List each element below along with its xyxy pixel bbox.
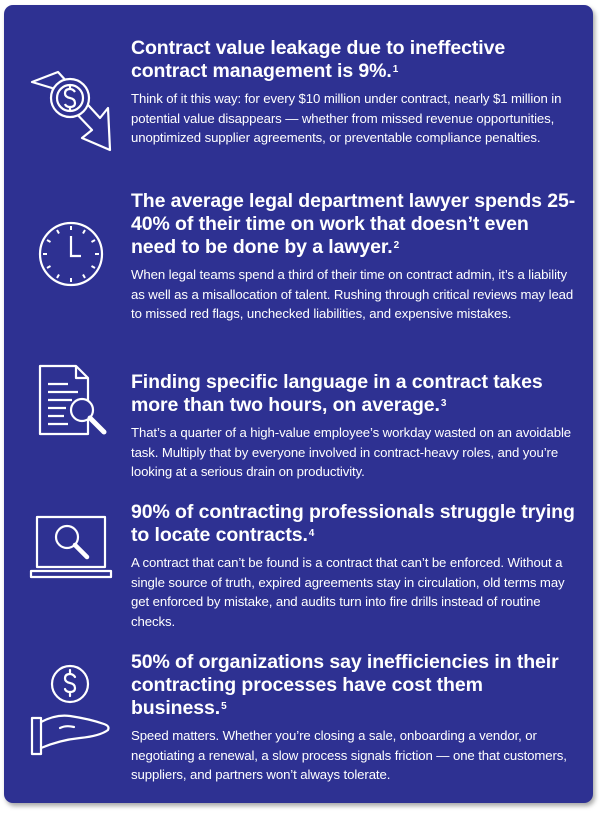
stat-section-locate-contracts: 90% of contracting professionals struggl… (131, 501, 576, 631)
footnote-marker: 5 (221, 701, 227, 712)
footnote-marker: 4 (308, 528, 315, 539)
stat-title: The average legal department lawyer spen… (131, 190, 576, 259)
stat-body: That’s a quarter of a high-value employe… (131, 425, 572, 479)
footnote-marker: 2 (393, 240, 400, 251)
laptop-search-icon (29, 515, 113, 581)
stat-body: When legal teams spend a third of their … (131, 267, 574, 321)
stat-title: Contract value leakage due to ineffectiv… (131, 37, 576, 83)
stat-title: 90% of contracting professionals struggl… (131, 501, 576, 547)
stat-section-lawyer-time: The average legal department lawyer spen… (131, 190, 576, 324)
stat-section-contract-leakage: Contract value leakage due to ineffectiv… (131, 37, 576, 148)
stat-title-text: 90% of contracting professionals struggl… (131, 501, 575, 546)
stat-title-text: 50% of organizations say inefficiencies … (131, 651, 559, 719)
footnote-marker: 3 (440, 398, 447, 409)
stat-title-text: The average legal department lawyer spen… (131, 190, 576, 258)
stat-title: 50% of organizations say inefficiencies … (131, 651, 576, 720)
document-search-icon (38, 364, 108, 436)
stat-title: Finding specific language in a contract … (131, 371, 576, 417)
footnote-marker: 1 (392, 64, 399, 75)
stat-body: A contract that can’t be found is a cont… (131, 555, 565, 629)
stat-section-finding-language: Finding specific language in a contract … (131, 371, 576, 482)
stat-title-text: Finding specific language in a contract … (131, 371, 543, 416)
stat-body: Speed matters. Whether you’re closing a … (131, 728, 567, 782)
hand-dollar-icon (30, 664, 112, 758)
stat-body: Think of it this way: for every $10 mill… (131, 91, 562, 145)
stat-title-text: Contract value leakage due to ineffectiv… (131, 37, 506, 82)
dollar-coin-down-arrow-icon (30, 68, 112, 152)
clock-icon (37, 220, 105, 288)
stat-section-cost-business: 50% of organizations say inefficiencies … (131, 651, 576, 785)
